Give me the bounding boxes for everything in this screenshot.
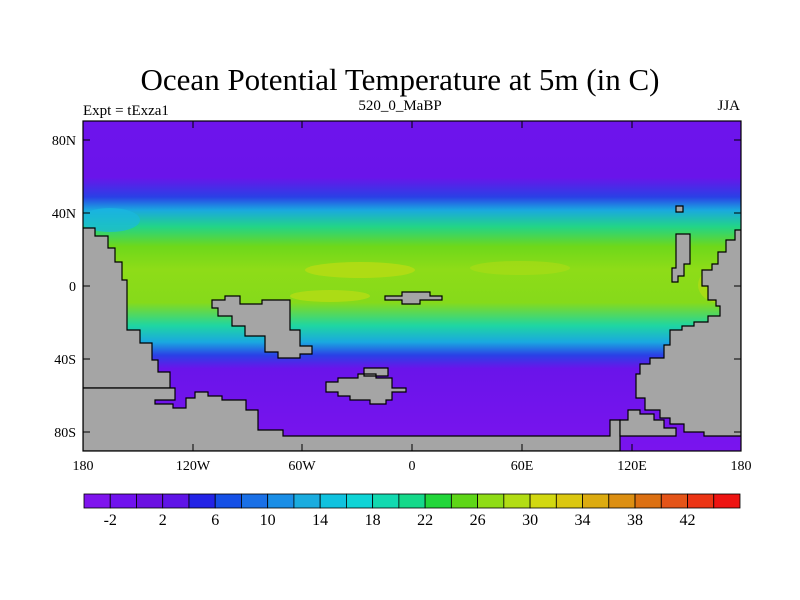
colorbar-labels: -2 2 6 10 14 18 22 26 30 34 38 42	[104, 512, 696, 529]
lon-label-0: 0	[409, 459, 416, 474]
ocean-temperature-field	[83, 121, 741, 451]
lat-label-80s: 80S	[54, 426, 76, 441]
warm-patch	[290, 290, 370, 302]
landmass-east-island	[671, 233, 691, 283]
colorbar-swatch	[345, 493, 374, 509]
lon-label-180w: 180	[73, 459, 94, 474]
lon-label-60w: 60W	[288, 459, 316, 474]
landmass-east-continent	[635, 229, 741, 437]
warm-patch	[470, 261, 570, 275]
colorbar-label: 14	[312, 512, 328, 529]
colorbar-label: 6	[211, 512, 219, 529]
latitude-tick-marks	[83, 139, 741, 433]
colorbar-swatch	[503, 493, 531, 509]
season-label: JJA	[717, 98, 740, 114]
colorbar-swatch	[214, 493, 242, 509]
landmass-small-island	[675, 205, 684, 213]
map-plot-area	[83, 121, 741, 451]
colorbar-swatch	[267, 493, 295, 509]
landmass-southern-island	[325, 367, 407, 405]
landmass-antarctic-east	[619, 409, 677, 437]
colorbar-label: 26	[470, 512, 486, 529]
landmass-central-block	[384, 291, 443, 305]
longitude-tick-marks	[192, 121, 633, 451]
colorbar-swatch	[660, 493, 688, 509]
colorbar-swatch	[241, 493, 269, 509]
colorbar-swatch	[293, 493, 321, 509]
landmass-west-america	[83, 227, 171, 389]
colorbar-swatch	[188, 493, 216, 509]
lon-label-180e: 180	[731, 459, 752, 474]
colorbar-label: 42	[680, 512, 696, 529]
lon-label-120e: 120E	[617, 459, 647, 474]
warm-patch	[305, 262, 415, 278]
colorbar-swatch	[136, 493, 164, 509]
colorbar-swatch	[477, 493, 505, 509]
colorbar-swatch	[687, 493, 715, 509]
lat-label-0: 0	[69, 280, 76, 295]
colorbar-label: 38	[627, 512, 643, 529]
colorbar-label: 22	[417, 512, 433, 529]
colorbar-swatch	[529, 493, 557, 509]
cool-patch	[83, 208, 140, 232]
colorbar-label: 2	[159, 512, 167, 529]
colorbar-swatch	[83, 493, 111, 509]
colorbar-swatch	[608, 493, 636, 509]
lon-label-120w: 120W	[176, 459, 211, 474]
landmass-south-america	[83, 387, 621, 451]
colorbar-swatch	[450, 493, 478, 509]
colorbar-swatch	[372, 493, 400, 509]
colorbar-swatch	[713, 493, 741, 509]
experiment-label: Expt = tExza1	[83, 103, 169, 119]
colorbar-swatch	[162, 493, 190, 509]
land-masses	[83, 205, 741, 451]
lon-label-60e: 60E	[511, 459, 534, 474]
colorbar-label: 30	[522, 512, 538, 529]
colorbar	[83, 493, 741, 509]
colorbar-swatch	[109, 493, 137, 509]
period-label: 520_0_MaBP	[358, 98, 442, 114]
colorbar-swatch	[319, 493, 347, 509]
lat-label-40n: 40N	[52, 207, 76, 222]
colorbar-swatch	[555, 493, 583, 509]
colorbar-swatch	[634, 493, 662, 509]
colorbar-swatch	[398, 493, 426, 509]
colorbar-label: 10	[260, 512, 276, 529]
landmass-africa	[211, 295, 313, 359]
colorbar-swatch	[582, 493, 610, 509]
colorbar-label: -2	[104, 512, 117, 529]
lat-label-80n: 80N	[52, 134, 76, 149]
colorbar-swatch	[424, 493, 452, 509]
plot-title: Ocean Potential Temperature at 5m (in C)	[140, 62, 660, 97]
lat-label-40s: 40S	[54, 353, 76, 368]
colorbar-label: 34	[575, 512, 591, 529]
colorbar-label: 18	[365, 512, 381, 529]
